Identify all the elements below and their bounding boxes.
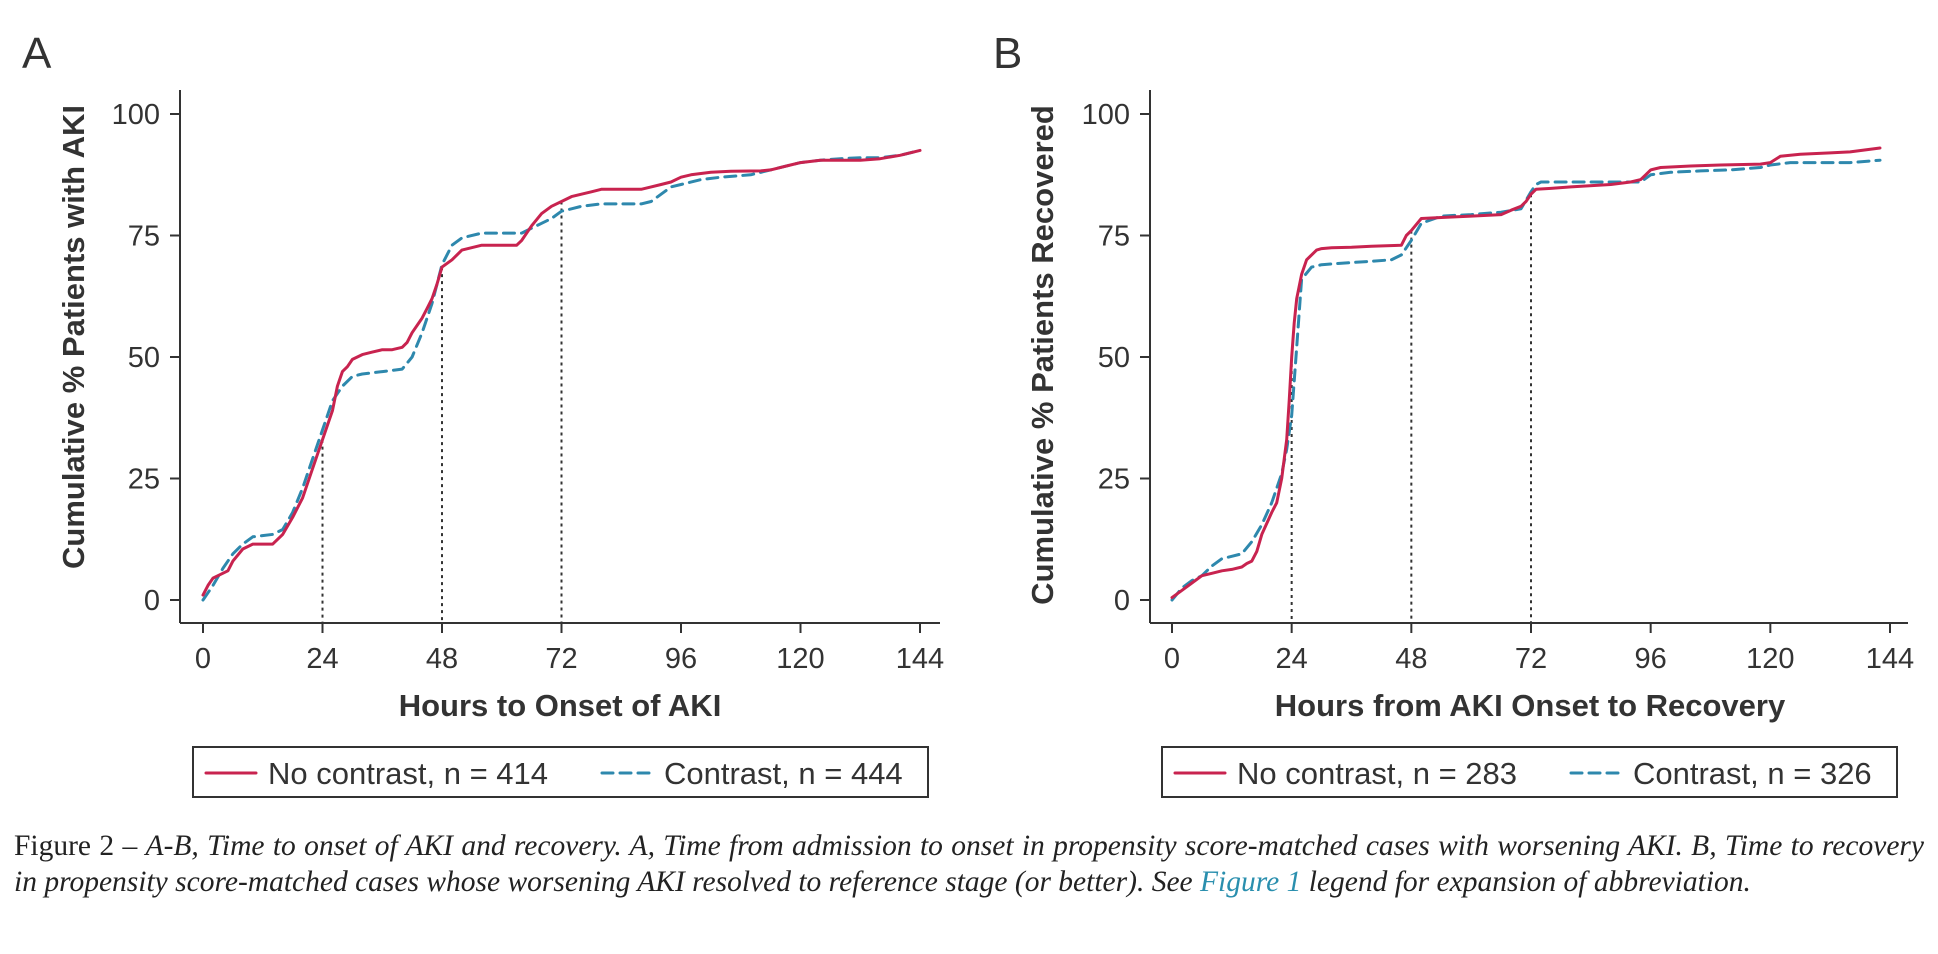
panel-b-x-tick-label: 48 [1395, 643, 1427, 675]
panel-a-y-tick-label: 0 [144, 585, 160, 617]
panel-b-y-tick-label: 0 [1114, 585, 1130, 617]
caption-label: Figure 2 – [14, 830, 146, 862]
panel-a-letter: A [22, 29, 52, 78]
panel-b-legend: No contrast, n = 283 Contrast, n = 326 [1161, 746, 1898, 798]
panel-b-letter: B [993, 29, 1022, 78]
panel-a-y-axis-title: Cumulative % Patients with AKI [56, 105, 91, 569]
panel-a-legend-label-no-contrast: No contrast, n = 414 [268, 756, 548, 791]
panel-a-x-tick-label: 144 [896, 643, 944, 675]
panel-a: A 0 25 50 75 100 0 24 48 72 96 120 144 Hours to Ons… [22, 29, 944, 798]
caption-figure-1-link[interactable]: Figure 1 [1200, 866, 1302, 898]
figure-caption: Figure 2 – A-B, Time to onset of AKI and… [14, 828, 1924, 900]
panel-b-y-tick-label: 100 [1082, 99, 1130, 131]
panel-b-legend-label-no-contrast: No contrast, n = 283 [1237, 756, 1517, 791]
panel-b-y-tick-label: 50 [1098, 342, 1130, 374]
panel-a-legend-label-contrast: Contrast, n = 444 [664, 756, 903, 791]
panel-a-x-tick-label: 24 [306, 643, 338, 675]
panel-a-x-tick-label: 48 [426, 643, 458, 675]
panel-a-y-tick-label: 25 [128, 464, 160, 496]
panel-a-y-tick-label: 100 [112, 99, 160, 131]
panel-b-plot-area: 0 25 50 75 100 0 24 48 72 96 120 144 [1082, 90, 1914, 675]
panel-b: B 0 25 50 75 100 0 24 48 72 96 120 144 Hours from A… [993, 29, 1914, 798]
panel-b-x-tick-label: 144 [1866, 643, 1914, 675]
panel-b-series-contrast-line [1170, 158, 1882, 602]
panel-a-legend: No contrast, n = 414 Contrast, n = 444 [192, 746, 929, 798]
panel-b-y-tick-label: 25 [1098, 464, 1130, 496]
panel-a-plot-area: 0 25 50 75 100 0 24 48 72 96 120 144 [112, 90, 944, 675]
panel-b-series-no-contrast-line [1170, 146, 1882, 600]
panel-a-series-no-contrast-line [201, 148, 922, 597]
panel-a-legend-box [192, 746, 929, 798]
panel-a-x-tick-label: 120 [776, 643, 824, 675]
panel-b-y-tick-label: 75 [1098, 221, 1130, 253]
panel-b-x-tick-label: 96 [1635, 643, 1667, 675]
panel-a-y-tick-label: 50 [128, 342, 160, 374]
panel-a-x-tick-label: 96 [665, 643, 697, 675]
caption-text: A-B, Time to onset of AKI and recovery. … [14, 830, 1924, 898]
panel-b-x-tick-label: 0 [1164, 643, 1180, 675]
panel-a-x-tick-label: 72 [545, 643, 577, 675]
panel-a-x-axis-title: Hours to Onset of AKI [399, 688, 722, 723]
panel-b-x-tick-label: 120 [1746, 643, 1794, 675]
panel-b-x-tick-label: 72 [1515, 643, 1547, 675]
panel-a-y-tick-label: 75 [128, 221, 160, 253]
panel-b-legend-label-contrast: Contrast, n = 326 [1633, 756, 1872, 791]
figure-canvas: A 0 25 50 75 100 0 24 48 72 96 120 144 Hours to Ons… [22, 29, 1914, 798]
panel-b-x-axis-title: Hours from AKI Onset to Recovery [1275, 688, 1786, 723]
panel-a-x-tick-label: 0 [195, 643, 211, 675]
panel-b-x-tick-label: 24 [1276, 643, 1308, 675]
panel-b-legend-box [1161, 746, 1898, 798]
panel-b-y-axis-title: Cumulative % Patients Recovered [1025, 105, 1060, 605]
caption-tail-text: legend for expansion of abbreviation. [1301, 866, 1751, 898]
